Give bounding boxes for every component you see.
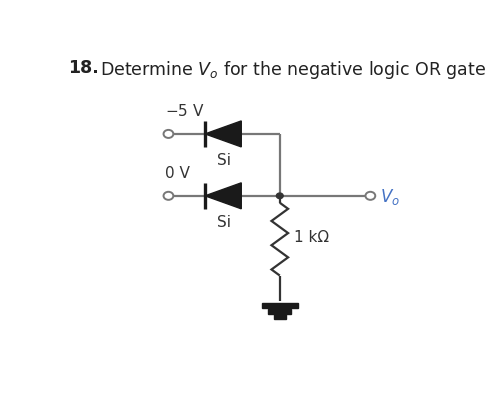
Text: Si: Si	[217, 214, 231, 229]
Polygon shape	[205, 183, 241, 209]
Text: 18.: 18.	[68, 59, 99, 77]
Polygon shape	[205, 122, 241, 148]
Text: $-$5 V: $-$5 V	[165, 103, 205, 119]
Text: Si: Si	[217, 152, 231, 168]
Text: Determine $V_o$ for the negative logic OR gate of: Determine $V_o$ for the negative logic O…	[89, 59, 487, 81]
Text: 0 V: 0 V	[165, 166, 189, 181]
Polygon shape	[274, 315, 286, 320]
Text: 1 kΩ: 1 kΩ	[294, 229, 329, 244]
Text: $V_o$: $V_o$	[380, 186, 400, 206]
Polygon shape	[268, 309, 291, 314]
Polygon shape	[262, 303, 298, 308]
Circle shape	[277, 194, 283, 199]
